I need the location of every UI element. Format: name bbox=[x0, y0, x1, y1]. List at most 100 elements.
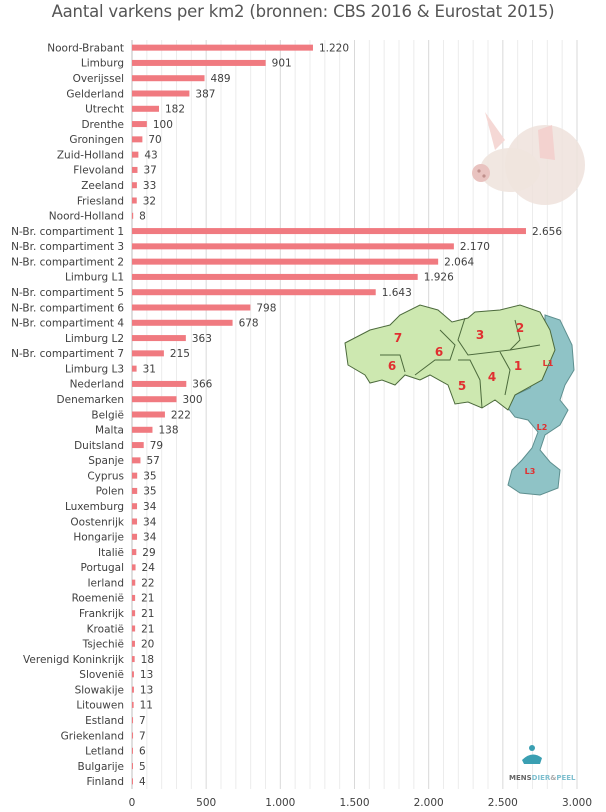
category-label: Drenthe bbox=[81, 119, 124, 131]
value-label: 182 bbox=[165, 104, 185, 116]
category-label: N-Br. compartiment 6 bbox=[11, 302, 124, 314]
value-label: 21 bbox=[141, 608, 154, 620]
bar bbox=[132, 686, 134, 693]
category-label: Overijssel bbox=[73, 73, 124, 85]
category-label: Malta bbox=[95, 425, 124, 437]
bar bbox=[132, 350, 164, 357]
value-label: 20 bbox=[141, 639, 154, 651]
value-label: 2.656 bbox=[532, 226, 562, 238]
bar bbox=[132, 472, 138, 479]
map-region-label: 5 bbox=[458, 379, 466, 393]
value-label: 6 bbox=[139, 746, 146, 758]
bar bbox=[132, 656, 135, 663]
category-label: N-Br. compartiment 3 bbox=[11, 241, 124, 253]
category-label: Tsjechië bbox=[82, 639, 124, 651]
value-label: 34 bbox=[143, 532, 157, 544]
value-label: 1.926 bbox=[424, 272, 454, 284]
bar bbox=[132, 228, 526, 235]
map-region-label: 4 bbox=[488, 370, 496, 384]
value-label: 21 bbox=[141, 623, 154, 635]
map-region-label: L2 bbox=[537, 423, 548, 432]
category-label: Cyprus bbox=[87, 470, 124, 482]
category-label: Litouwen bbox=[76, 700, 124, 712]
map-region-label: 6 bbox=[435, 345, 443, 359]
value-label: 13 bbox=[140, 684, 153, 696]
bar bbox=[132, 549, 137, 556]
bar bbox=[132, 319, 233, 326]
bar bbox=[132, 396, 177, 403]
value-label: 5 bbox=[139, 761, 146, 773]
value-label: 363 bbox=[192, 333, 212, 345]
bar bbox=[132, 518, 138, 525]
value-label: 24 bbox=[142, 562, 156, 574]
value-label: 11 bbox=[140, 700, 153, 712]
bar bbox=[132, 778, 133, 785]
bar bbox=[132, 121, 147, 128]
bar bbox=[132, 594, 136, 601]
value-label: 29 bbox=[142, 547, 155, 559]
value-label: 43 bbox=[144, 149, 157, 161]
value-label: 215 bbox=[170, 348, 190, 360]
bar bbox=[132, 640, 135, 647]
category-label: België bbox=[91, 409, 124, 421]
bar bbox=[132, 212, 134, 219]
category-label: Limburg L3 bbox=[65, 363, 124, 375]
category-label: Frankrijk bbox=[79, 608, 125, 620]
category-label: Oostenrijk bbox=[70, 516, 125, 528]
x-tick-label: 3.000 bbox=[562, 797, 592, 809]
map-region-label: 6 bbox=[388, 359, 396, 373]
category-label: Noord-Brabant bbox=[47, 42, 124, 54]
value-label: 21 bbox=[141, 593, 154, 605]
value-label: 7 bbox=[139, 715, 146, 727]
value-label: 18 bbox=[141, 654, 154, 666]
value-label: 1.220 bbox=[319, 42, 349, 54]
bar bbox=[132, 335, 186, 342]
category-label: Slovenië bbox=[79, 669, 124, 681]
value-label: 901 bbox=[272, 58, 292, 70]
bar bbox=[132, 243, 454, 250]
value-label: 2.170 bbox=[460, 241, 490, 253]
value-label: 7 bbox=[139, 730, 146, 742]
category-label: Gelderland bbox=[66, 88, 124, 100]
category-label: Luxemburg bbox=[65, 501, 124, 513]
map-region-label: 3 bbox=[476, 328, 484, 342]
category-label: Friesland bbox=[77, 195, 124, 207]
bar bbox=[132, 90, 190, 97]
bar bbox=[132, 75, 205, 82]
category-label: Roemenië bbox=[72, 593, 124, 605]
value-label: 13 bbox=[140, 669, 153, 681]
category-label: Denemarken bbox=[57, 394, 124, 406]
category-label: Verenigd Koninkrijk bbox=[23, 654, 125, 666]
category-label: Duitsland bbox=[74, 440, 124, 452]
category-label: Polen bbox=[96, 486, 124, 498]
bar bbox=[132, 579, 136, 586]
map-region-label: L1 bbox=[543, 359, 554, 368]
value-label: 366 bbox=[192, 379, 212, 391]
value-label: 32 bbox=[143, 195, 156, 207]
x-tick-label: 500 bbox=[196, 797, 216, 809]
category-labels: Noord-Brabant Limburg Overijssel Gelderland… bbox=[11, 42, 125, 788]
bar bbox=[132, 289, 376, 296]
bar bbox=[132, 701, 134, 708]
bar bbox=[132, 763, 133, 770]
bar bbox=[132, 426, 153, 433]
x-tick-label: 1.000 bbox=[265, 797, 295, 809]
value-label: 489 bbox=[211, 73, 231, 85]
category-label: Groningen bbox=[69, 134, 124, 146]
bar bbox=[132, 671, 134, 678]
value-label: 33 bbox=[143, 180, 156, 192]
pig-illustration bbox=[472, 112, 585, 205]
value-labels: 1.220901489387182100704337333282.6562.17… bbox=[139, 42, 562, 788]
value-label: 1.643 bbox=[382, 287, 412, 299]
category-label: Estland bbox=[85, 715, 124, 727]
value-label: 138 bbox=[158, 425, 178, 437]
category-label: Letland bbox=[85, 746, 124, 758]
bar bbox=[132, 533, 138, 540]
category-label: N-Br. compartiment 1 bbox=[11, 226, 124, 238]
category-label: Kroatië bbox=[87, 623, 124, 635]
bar bbox=[132, 503, 138, 510]
category-label: Slowakije bbox=[75, 684, 124, 696]
bar bbox=[132, 411, 165, 418]
map-region-label: L3 bbox=[525, 467, 536, 476]
value-label: 387 bbox=[195, 88, 215, 100]
